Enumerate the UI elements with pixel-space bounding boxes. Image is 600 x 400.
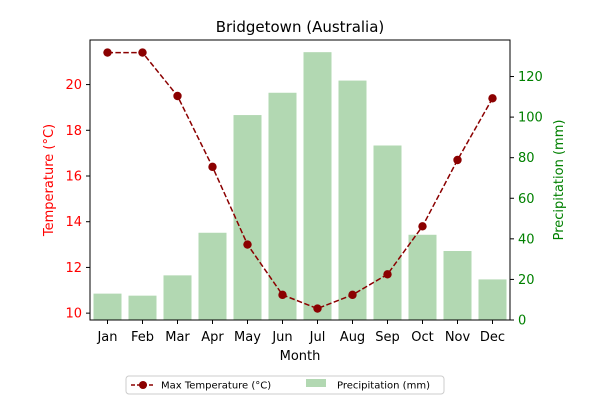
- x-tick-label-jun: Jun: [271, 330, 292, 345]
- temperature-point-aug: [348, 290, 357, 300]
- bar-jul: [303, 52, 332, 320]
- x-tick-label-mar: Mar: [165, 330, 190, 345]
- left-tick-label: 12: [65, 261, 82, 276]
- temperature-line: [107, 51, 494, 310]
- temperature-point-jun: [278, 290, 287, 300]
- plot-frame: [89, 39, 511, 321]
- x-tick-label-apr: Apr: [201, 330, 224, 345]
- temperature-point-apr: [208, 162, 217, 172]
- bar-dec: [478, 279, 507, 320]
- bar-feb: [128, 295, 157, 320]
- right-tick-label: 80: [518, 151, 535, 166]
- bar-oct: [408, 234, 437, 320]
- legend-box: [125, 375, 445, 395]
- right-axis: 0 20 40 60 80 100 120: [510, 70, 543, 329]
- bar-sep: [373, 145, 402, 320]
- temperature-point-nov: [453, 155, 462, 165]
- temperature-point-dec: [488, 94, 497, 103]
- right-tick-label: 0: [518, 314, 526, 329]
- temperature-point-mar: [173, 91, 182, 101]
- right-tick-label: 60: [518, 192, 535, 207]
- bars-layer: [93, 52, 507, 320]
- bar-aug: [338, 80, 367, 320]
- x-axis-title: Month: [280, 349, 321, 364]
- bar-mar: [163, 275, 192, 320]
- x-tick-label-may: May: [234, 330, 261, 345]
- x-tick-label-feb: Feb: [131, 330, 154, 345]
- x-tick-label-nov: Nov: [445, 330, 471, 345]
- x-tick-label-jan: Jan: [96, 330, 117, 345]
- x-tick-label-jul: Jul: [309, 330, 326, 345]
- chart-title: Bridgetown (Australia): [216, 18, 385, 36]
- legend: Max Temperature (°C) Precipitation (mm): [125, 375, 445, 395]
- temperature-point-sep: [383, 270, 392, 279]
- x-tick-label-dec: Dec: [480, 330, 505, 345]
- left-axis: 10 12 14 16 18 20: [65, 78, 90, 322]
- temperature-point-may: [243, 240, 252, 249]
- bar-jun: [268, 92, 297, 320]
- left-tick-label: 18: [65, 124, 82, 139]
- left-tick-label: 14: [65, 215, 82, 230]
- right-tick-label: 120: [518, 70, 543, 85]
- bar-apr: [198, 232, 227, 320]
- temperature-point-feb: [138, 48, 147, 57]
- right-tick-label: 40: [518, 232, 535, 247]
- y-axis-title-left: Temperature (°C): [42, 124, 57, 237]
- x-axis: Jan Feb Mar Apr May Jun Jul Aug Sep Oct Nov Dec: [96, 320, 505, 345]
- legend-label-precipitation: Precipitation (mm): [337, 381, 430, 392]
- bar-jan: [93, 293, 122, 320]
- line-layer: [103, 48, 497, 313]
- legend-bar-swatch: [306, 379, 326, 387]
- x-tick-label-aug: Aug: [340, 330, 365, 345]
- y-axis-title-right: Precipitation (mm): [552, 120, 567, 241]
- x-tick-label-oct: Oct: [411, 330, 433, 345]
- bar-nov: [443, 251, 472, 320]
- legend-marker-swatch: [139, 381, 147, 389]
- temperature-point-jul: [313, 304, 322, 313]
- temperature-point-jan: [103, 48, 112, 57]
- left-tick-label: 20: [65, 78, 82, 93]
- left-tick-label: 16: [65, 170, 82, 185]
- x-tick-label-sep: Sep: [375, 330, 400, 345]
- legend-label-temperature: Max Temperature (°C): [161, 381, 271, 392]
- right-tick-label: 20: [518, 273, 535, 288]
- left-tick-label: 10: [65, 307, 82, 322]
- right-tick-label: 100: [518, 111, 543, 126]
- bar-may: [233, 115, 262, 320]
- temperature-point-oct: [418, 222, 427, 231]
